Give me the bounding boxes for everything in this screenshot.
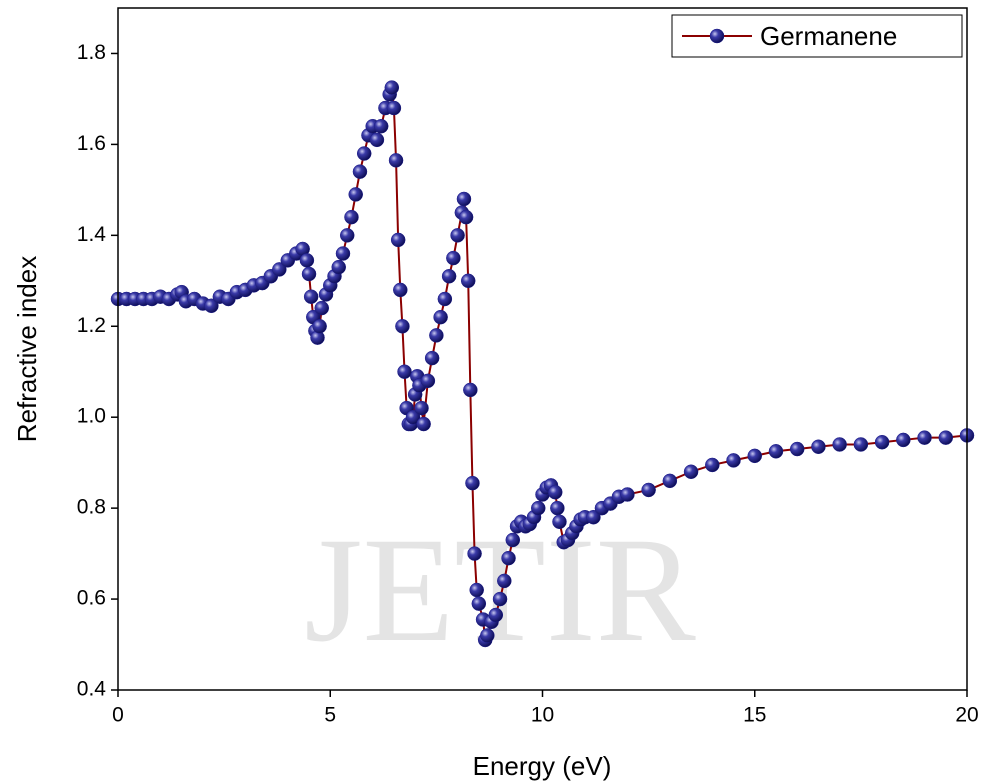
point [705,457,720,473]
y-tick-label: 1.6 [77,132,106,155]
point [471,596,487,611]
point [272,262,287,277]
point [433,309,448,325]
point [662,473,678,489]
point [853,437,869,452]
point [917,430,932,445]
x-tick-label: 20 [955,704,978,727]
point [437,291,453,307]
point [339,228,355,243]
point [369,132,385,148]
x-tick-label: 0 [112,704,124,727]
point [683,464,699,480]
point [460,273,476,289]
point [497,573,512,589]
point [552,514,567,530]
point [395,319,410,334]
point [492,591,508,607]
point [896,432,911,448]
point [384,80,400,95]
point [505,532,521,548]
point [314,300,330,316]
watermark: JETIR [304,507,696,673]
point [465,475,480,491]
point [397,364,412,379]
point [501,550,516,566]
point [420,373,436,389]
point [480,628,495,643]
point [204,298,219,314]
point [299,253,315,268]
point [938,430,954,445]
point [467,546,482,561]
point [301,266,317,282]
y-tick-label: 1.2 [77,314,106,337]
x-tick-label: 10 [531,704,554,727]
point [620,487,635,502]
y-tick-label: 1.4 [77,223,107,246]
point [424,350,440,366]
point [414,400,429,416]
point [416,416,431,432]
point [832,437,847,452]
point [344,209,359,225]
point [390,232,406,248]
point [747,448,762,464]
point [303,289,319,304]
point [393,282,408,298]
point [789,441,805,457]
point [331,259,346,275]
point [641,482,656,498]
point [768,444,784,459]
y-tick-label: 1.8 [77,41,106,64]
point [456,191,472,207]
point [531,500,546,516]
x-tick-label: 5 [324,704,336,727]
point [469,582,484,598]
point [811,439,826,455]
x-tick-label: 15 [743,704,766,727]
point [388,153,404,168]
y-axis-label: Refractive index [12,256,42,442]
point [488,607,504,623]
point [356,146,372,161]
x-axis-label: Energy (eV) [473,751,612,781]
point [446,250,461,266]
point [586,509,601,525]
y-tick-label: 0.4 [77,678,107,701]
point [386,100,402,116]
legend-label: Germanene [760,21,897,51]
y-tick-label: 0.6 [77,587,106,610]
point [874,434,890,450]
point [450,228,465,243]
point [348,187,363,202]
legend-marker [709,28,725,44]
point [463,382,478,398]
point [335,246,351,261]
point [405,409,421,425]
point [550,500,565,516]
point [429,328,444,343]
point [441,269,457,284]
y-tick-label: 1.0 [77,405,106,428]
point [373,118,389,134]
y-tick-label: 0.8 [77,496,106,519]
point [312,319,327,334]
point [726,453,741,468]
point [547,484,563,500]
point [458,209,474,225]
point [352,164,368,179]
